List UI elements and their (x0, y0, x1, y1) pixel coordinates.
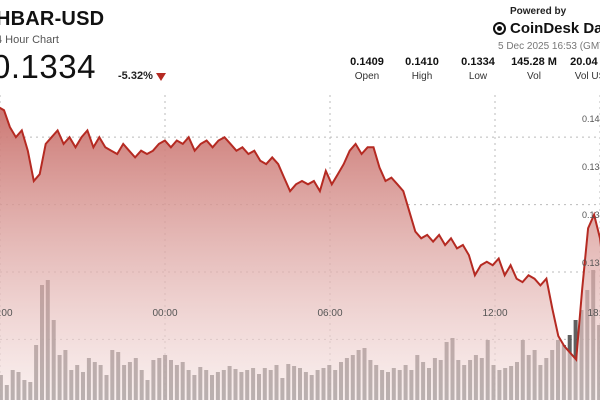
pair-title: HBAR-USD (0, 8, 105, 30)
y-tick-label: 0.134 (582, 258, 600, 268)
price-change-percent: -5.32% (118, 70, 153, 82)
stat-open: 0.1409 Open (332, 56, 402, 82)
chart-interval-label: 4 Hour Chart (0, 34, 59, 46)
x-axis: 18:00 00:00 06:00 12:00 18:00 (0, 308, 600, 319)
stat-volume-usd: 20.04 M Vol US (555, 56, 600, 82)
stat-label: Open (354, 71, 380, 82)
stat-label: Low (468, 71, 488, 82)
y-tick-label: 0.136 (582, 210, 600, 220)
coindesk-logo-icon (493, 22, 506, 35)
stat-value: 0.1334 (461, 56, 495, 68)
stat-low: 0.1334 Low (443, 56, 513, 82)
price-area (0, 107, 600, 400)
stat-high: 0.1410 High (387, 56, 457, 82)
x-tick-label: 06:00 (317, 308, 342, 319)
y-tick-label: 0.14 (582, 114, 600, 124)
down-arrow-icon (156, 73, 166, 81)
y-tick-label: 0.138 (582, 162, 600, 172)
stat-value: 0.1410 (405, 56, 439, 68)
stat-value: 145.28 M (511, 56, 557, 68)
powered-by-label: Powered by (510, 6, 567, 17)
stat-value: 20.04 M (570, 56, 600, 68)
x-tick-label: 18:00 (0, 308, 13, 319)
stat-volume: 145.28 M Vol (499, 56, 569, 82)
x-tick-label: 12:00 (482, 308, 507, 319)
stat-value: 0.1409 (350, 56, 384, 68)
current-price: 0.1334 (0, 48, 96, 85)
x-tick-label: 00:00 (152, 308, 177, 319)
timestamp: 5 Dec 2025 16:53 (GMT (498, 41, 600, 52)
brand: CoinDesk Data (493, 20, 600, 37)
stat-label: Vol (527, 71, 541, 82)
y-axis: 0.14 0.138 0.136 0.134 (582, 114, 600, 268)
brand-name: CoinDesk Data (510, 20, 600, 37)
stat-label: Vol US (574, 71, 600, 82)
price-line (0, 106, 600, 363)
stat-label: High (411, 71, 433, 82)
x-tick-label: 18:00 (587, 308, 600, 319)
